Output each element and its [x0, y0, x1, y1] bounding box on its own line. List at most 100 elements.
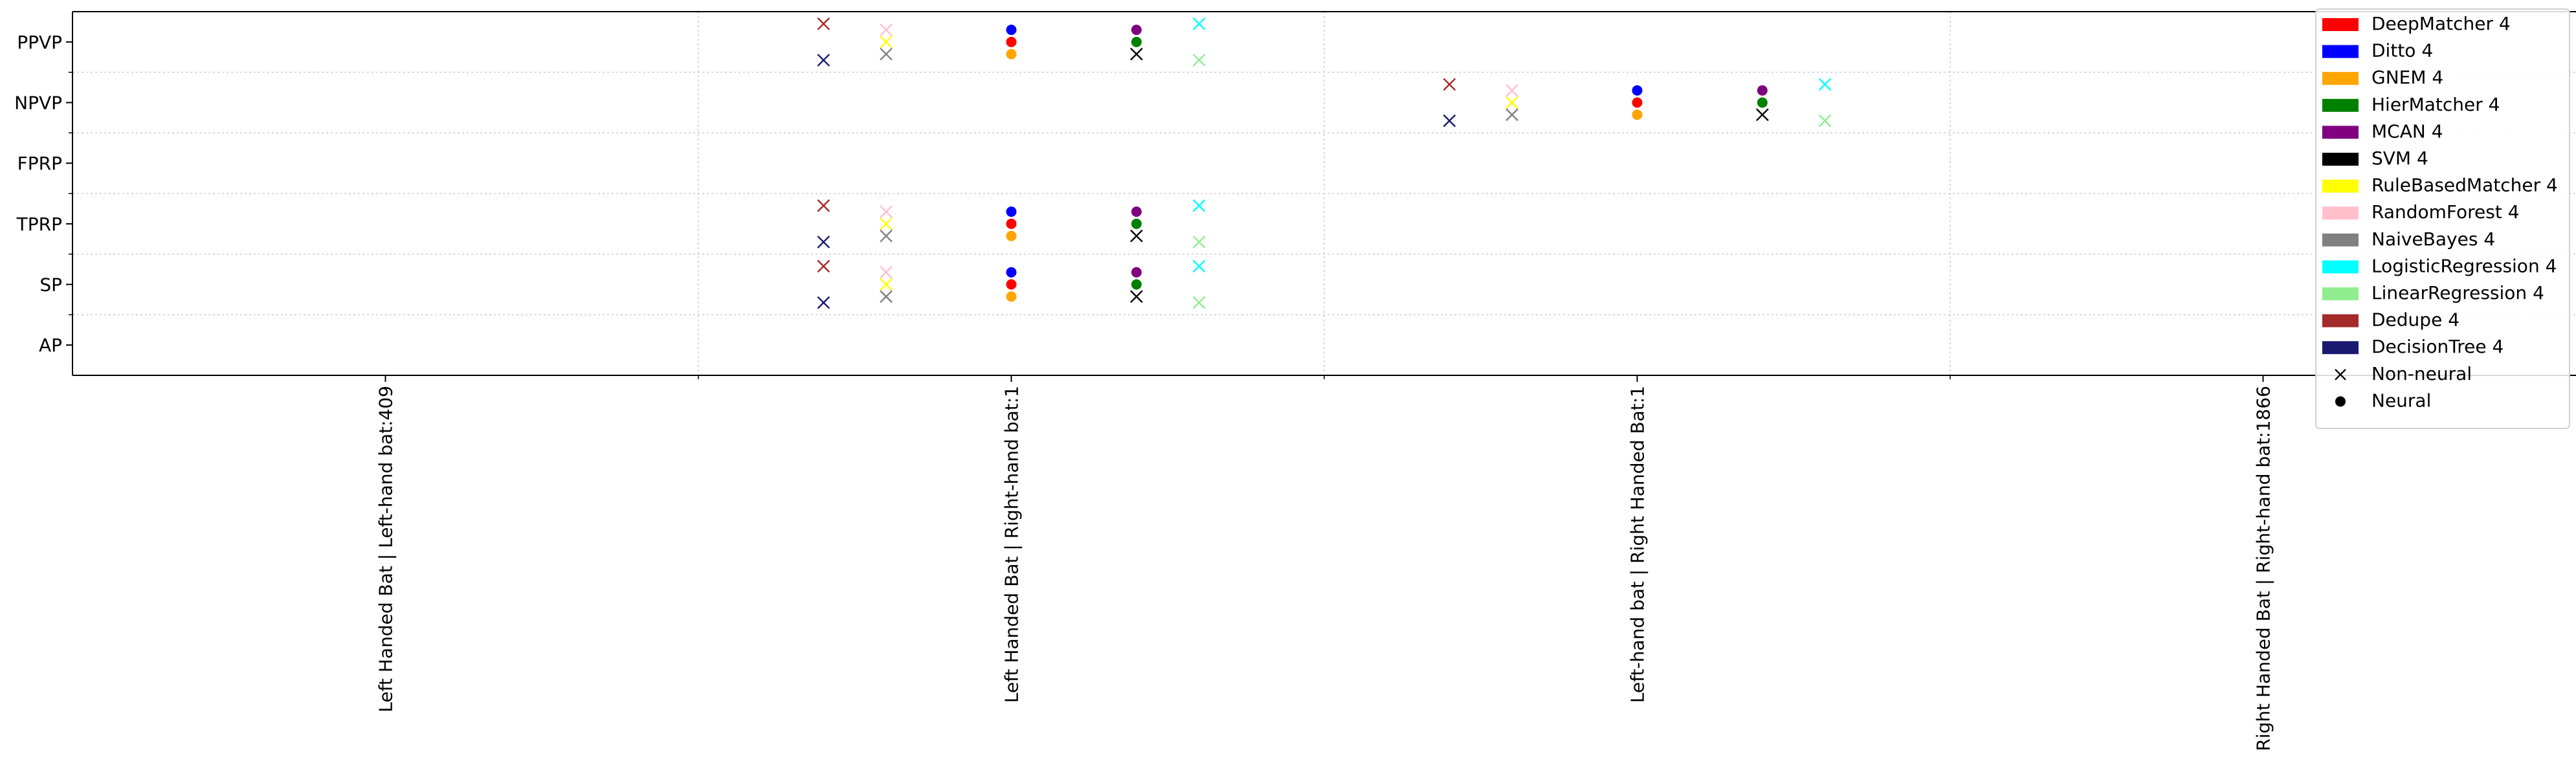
legend-label-non-neural: Non-neural: [2371, 363, 2472, 384]
point-hiermatcher-4: [1131, 279, 1142, 290]
x-marker-stroke: [1505, 108, 1518, 122]
y-tick-label: AP: [39, 335, 62, 356]
point-rulebasedmatcher-4: [880, 278, 893, 291]
point-randomforest-4: [880, 265, 893, 279]
legend-label-svm-4: SVM 4: [2371, 148, 2428, 169]
marks-layer: [817, 17, 1832, 309]
x-marker-stroke: [880, 229, 893, 243]
legend-label-rulebasedmatcher-4: RuleBasedMatcher 4: [2371, 175, 2558, 196]
x-tick-label: Left Handed Bat | Right-hand bat:1: [1001, 386, 1023, 703]
point-ditto-4: [1006, 25, 1017, 36]
point-logisticregression-4: [1192, 17, 1206, 30]
point-ditto-4: [1006, 267, 1017, 278]
x-marker-stroke: [817, 17, 830, 30]
x-marker-stroke: [880, 290, 893, 304]
x-marker-stroke: [880, 278, 893, 291]
legend-swatch-hiermatcher-4: [2322, 98, 2359, 112]
point-gnem-4: [1006, 230, 1017, 241]
grid-layer: [72, 12, 2576, 375]
point-linearregression-4: [1818, 114, 1832, 127]
x-marker-stroke: [1443, 78, 1456, 91]
axes-layer: AP SP TPRP FPRP NPVP PPVP Left Handed Bat | Le…: [14, 11, 2576, 751]
point-rulebasedmatcher-4: [1505, 96, 1518, 109]
point-svm-4: [1756, 108, 1769, 122]
legend-label-dedupe-4: Dedupe 4: [2371, 309, 2459, 331]
point-logisticregression-4: [1192, 260, 1206, 273]
point-logisticregression-4: [1192, 199, 1206, 212]
x-marker-stroke: [817, 236, 830, 249]
point-naivebayes-4: [880, 229, 893, 243]
x-marker-stroke: [880, 205, 893, 218]
x-marker-stroke: [1192, 54, 1206, 67]
point-naivebayes-4: [1505, 108, 1518, 122]
x-marker-stroke: [2335, 368, 2346, 381]
x-marker-stroke: [1505, 96, 1518, 109]
legend-label-gnem-4: GNEM 4: [2371, 67, 2443, 88]
x-marker-stroke: [817, 54, 830, 67]
x-marker-stroke: [1505, 83, 1518, 97]
x-marker-stroke: [880, 35, 893, 49]
point-rulebasedmatcher-4: [880, 217, 893, 230]
x-tick-label: Right Handed Bat | Right-hand bat:1866: [2253, 386, 2274, 751]
legend-swatch-randomforest-4: [2322, 206, 2359, 220]
x-tick-label: Left Handed Bat | Left-hand bat:409: [375, 386, 397, 713]
x-marker-stroke: [817, 260, 830, 273]
legend-swatch-rulebasedmatcher-4: [2322, 179, 2359, 193]
point-dedupe-4: [817, 17, 830, 30]
legend-swatch-linearregression-4: [2322, 287, 2359, 300]
point-gnem-4: [1006, 49, 1017, 60]
x-marker-stroke: [880, 23, 893, 36]
x-marker-stroke: [880, 265, 893, 279]
point-mcan-4: [1131, 267, 1142, 278]
x-marker-stroke: [1192, 199, 1206, 212]
point-mcan-4: [1131, 25, 1142, 36]
point-naivebayes-4: [880, 290, 893, 304]
point-randomforest-4: [880, 205, 893, 218]
point-linearregression-4: [1192, 296, 1206, 309]
legend-swatch-svm-4: [2322, 153, 2359, 166]
x-marker-stroke: [1756, 108, 1769, 122]
point-ditto-4: [1632, 85, 1643, 96]
legend-label-hiermatcher-4: HierMatcher 4: [2371, 94, 2500, 115]
x-marker-stroke: [1192, 17, 1206, 30]
point-rulebasedmatcher-4: [880, 35, 893, 49]
legend-label-randomforest-4: RandomForest 4: [2371, 201, 2520, 223]
legend-swatch-ditto-4: [2322, 45, 2359, 58]
x-marker-stroke: [1192, 260, 1206, 273]
point-decisiontree-4: [817, 54, 830, 67]
point-gnem-4: [1632, 109, 1643, 120]
legend-swatch-gnem-4: [2322, 72, 2359, 85]
legend-label-decisiontree-4: DecisionTree 4: [2371, 336, 2504, 357]
y-tick-label: NPVP: [14, 93, 62, 114]
x-marker-stroke: [1443, 114, 1456, 127]
y-tick-label: PPVP: [17, 32, 62, 53]
point-decisiontree-4: [817, 296, 830, 309]
y-tick-label: FPRP: [17, 153, 62, 174]
legend-label-linearregression-4: LinearRegression 4: [2371, 282, 2544, 304]
point-deepmatcher-4: [1632, 97, 1643, 108]
point-decisiontree-4: [817, 236, 830, 249]
legend: DeepMatcher 4 Ditto 4 GNEM 4 HierMatcher 4 M…: [2315, 8, 2570, 429]
x-marker-stroke: [1192, 236, 1206, 249]
legend-swatch-mcan-4: [2322, 126, 2359, 139]
x-marker-stroke: [880, 217, 893, 230]
point-svm-4: [1130, 290, 1143, 304]
point-hiermatcher-4: [1131, 36, 1142, 47]
point-linearregression-4: [1192, 54, 1206, 67]
point-linearregression-4: [1192, 236, 1206, 249]
point-ditto-4: [1006, 206, 1017, 217]
point-mcan-4: [1757, 85, 1768, 96]
x-marker-stroke: [1130, 290, 1143, 304]
point-mcan-4: [1131, 206, 1142, 217]
legend-box: [2315, 8, 2570, 429]
point-randomforest-4: [1505, 83, 1518, 97]
x-marker-stroke: [817, 296, 830, 309]
point-deepmatcher-4: [1006, 218, 1017, 229]
point-gnem-4: [1006, 291, 1017, 302]
x-marker-stroke: [1192, 296, 1206, 309]
legend-swatch-deepmatcher-4: [2322, 18, 2359, 31]
point-dedupe-4: [1443, 78, 1456, 91]
point-logisticregression-4: [1818, 78, 1832, 91]
legend-swatch-decisiontree-4: [2322, 341, 2359, 355]
